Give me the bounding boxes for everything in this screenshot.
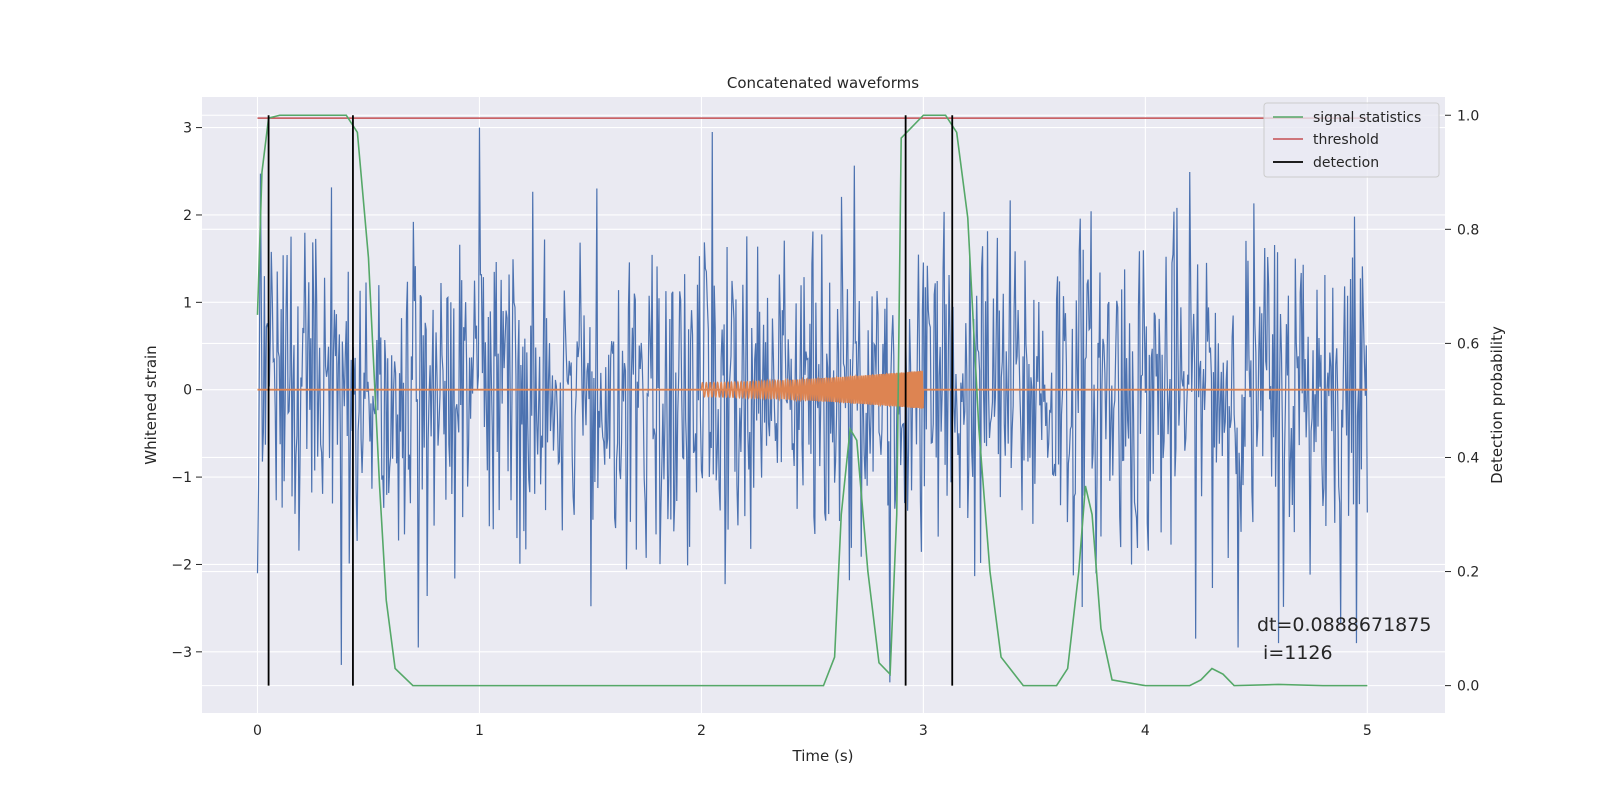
y-right-tick-label: 1.0 (1457, 108, 1479, 124)
legend: signal statistics threshold detection (1263, 102, 1440, 178)
y-axis-label-right: Detection probability (1488, 326, 1506, 484)
y-left-tick-label: 3 (183, 121, 192, 137)
y-right-tick-label: 0.0 (1457, 679, 1479, 695)
y-right-tick-label: 0.4 (1457, 450, 1479, 466)
x-tick-label: 0 (253, 723, 262, 739)
legend-label-threshold: threshold (1313, 132, 1379, 148)
y-left-tick-label: −3 (171, 645, 192, 661)
x-tick-label: 3 (919, 723, 928, 739)
detection-lines (267, 115, 954, 686)
y-left-tick-label: 1 (183, 295, 192, 311)
legend-box (1263, 102, 1440, 178)
x-axis-label: Time (s) (792, 747, 854, 765)
y-right-tick-label: 0.6 (1457, 336, 1479, 352)
series-whitened-strain-line (256, 127, 1368, 683)
y-left-tick-label: 2 (183, 208, 192, 224)
series-chirp-line (700, 370, 925, 409)
x-tick-label: 2 (697, 723, 706, 739)
y-right-tick-label: 0.8 (1457, 222, 1479, 238)
y-right-tick-label: 0.2 (1457, 565, 1479, 581)
y-left-tick-label: −2 (171, 557, 192, 573)
x-tick-label: 5 (1363, 723, 1372, 739)
x-tick-label: 4 (1141, 723, 1150, 739)
y-axis-label-left: Whitened strain (142, 345, 160, 464)
annotation-index: i=1126 (1257, 642, 1333, 664)
data-layer (256, 114, 1368, 687)
y-left-tick-label: −1 (171, 470, 192, 486)
series-signal-statistics-line (256, 114, 1368, 687)
legend-label-signal-statistics: signal statistics (1313, 110, 1421, 126)
y-left-tick-label: 0 (183, 383, 192, 399)
annotation-dt: dt=0.0888671875 (1257, 614, 1431, 636)
legend-label-detection: detection (1313, 155, 1379, 171)
x-tick-label: 1 (475, 723, 484, 739)
axes: 0 1 2 3 4 5 3 2 1 0 −1 −2 −3 1.0 0.8 0.6 0.4 0.2 0.0 (171, 108, 1479, 739)
chart-title: Concatenated waveforms (727, 74, 919, 92)
